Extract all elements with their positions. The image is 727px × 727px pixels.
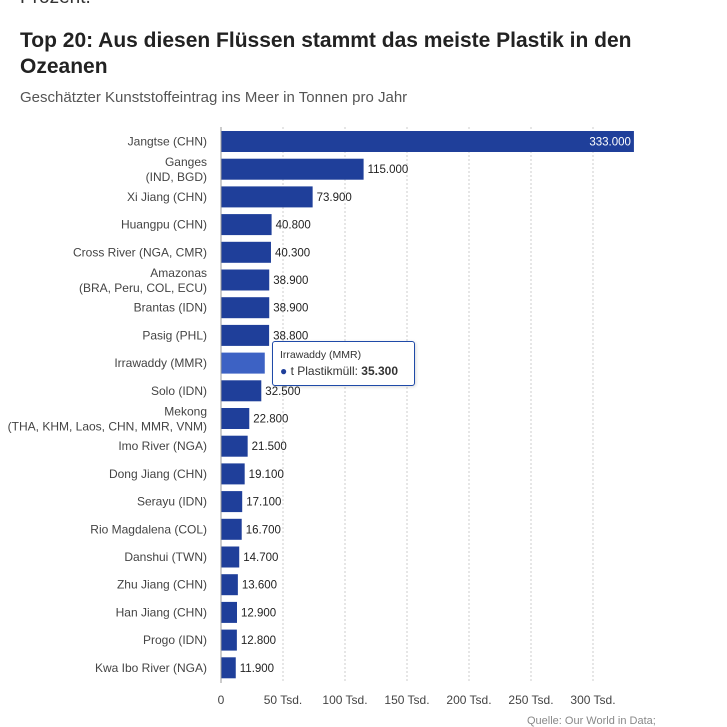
value-label: 115.000	[368, 164, 409, 176]
truncated-intro-text: Prozent.	[20, 0, 91, 9]
x-tick-label: 300 Tsd.	[570, 693, 615, 707]
bar[interactable]	[221, 629, 237, 651]
tooltip-row: ● t Plastikmüll: 35.300	[280, 364, 398, 378]
bars: Jangtse (CHN) 333.000 Ganges (IND, BGD) 115.…	[8, 131, 634, 679]
bar[interactable]	[221, 518, 242, 540]
category-label: Han Jiang (CHN)	[116, 605, 207, 619]
category-label: Irrawaddy (MMR)	[114, 356, 207, 370]
value-label: 21.500	[252, 441, 287, 453]
category-label: Huangpu (CHN)	[121, 218, 207, 232]
bar[interactable]	[221, 352, 265, 374]
bar[interactable]	[221, 380, 262, 402]
value-label: 22.800	[253, 414, 288, 426]
value-label: 38.800	[273, 330, 308, 342]
bar[interactable]	[221, 546, 240, 568]
tooltip: Irrawaddy (MMR) ● t Plastikmüll: 35.300	[272, 341, 415, 386]
tooltip-series-label: t Plastikmüll:	[290, 364, 358, 378]
value-label: 40.800	[276, 220, 311, 232]
category-label: Pasig (PHL)	[142, 328, 207, 342]
bar[interactable]	[221, 214, 272, 236]
category-label: Serayu (IDN)	[137, 495, 207, 509]
value-label: 32.500	[265, 386, 300, 398]
category-label: Mekong (THA, KHM, Laos, CHN, MMR, VNM)	[8, 405, 207, 434]
chart-title: Top 20: Aus diesen Flüssen stammt das me…	[20, 29, 632, 78]
x-axis: 0 50 Tsd. 100 Tsd. 150 Tsd. 200 Tsd. 250 Tsd.…	[218, 127, 616, 707]
source-note: Quelle: Our World in Data;	[527, 715, 656, 727]
bar[interactable]	[221, 131, 634, 152]
value-label: 13.600	[242, 580, 277, 592]
value-label: 14.700	[243, 552, 278, 564]
category-label: Progo (IDN)	[143, 633, 207, 647]
x-tick-label: 150 Tsd.	[384, 693, 429, 707]
bar[interactable]	[221, 324, 270, 346]
x-tick-label: 200 Tsd.	[446, 693, 491, 707]
value-label: 73.900	[317, 192, 352, 204]
value-label: 40.300	[275, 247, 310, 259]
tooltip-title: Irrawaddy (MMR)	[280, 349, 362, 361]
bar[interactable]	[221, 186, 313, 208]
bar[interactable]	[221, 269, 270, 291]
tooltip-value: 35.300	[361, 364, 398, 378]
x-tick-label: 0	[218, 693, 225, 707]
value-label: 19.100	[249, 469, 284, 481]
category-label: Amazonas (BRA, Peru, COL, ECU)	[79, 266, 207, 295]
value-label: 12.900	[241, 607, 276, 619]
category-label: Dong Jiang (CHN)	[109, 467, 207, 481]
category-label: Zhu Jiang (CHN)	[117, 578, 207, 592]
bar[interactable]	[221, 158, 364, 180]
bar[interactable]	[221, 657, 236, 679]
chart-subtitle: Geschätzter Kunststoffeintrag ins Meer i…	[20, 89, 408, 106]
value-label: 38.900	[273, 275, 308, 287]
bar[interactable]	[221, 408, 250, 429]
bar[interactable]	[221, 297, 270, 319]
grid-lines	[282, 127, 594, 683]
bar[interactable]	[221, 435, 248, 457]
x-tick-label: 250 Tsd.	[508, 693, 553, 707]
category-label: Danshui (TWN)	[124, 550, 207, 564]
category-label: Cross River (NGA, CMR)	[73, 245, 207, 259]
category-label: Xi Jiang (CHN)	[127, 190, 207, 204]
bar[interactable]	[221, 574, 238, 596]
value-label: 12.800	[241, 635, 276, 647]
x-tick-label: 100 Tsd.	[322, 693, 367, 707]
series-dot-icon: ●	[280, 364, 288, 378]
value-label: 11.900	[240, 663, 274, 675]
category-label: Imo River (NGA)	[118, 439, 207, 453]
value-label: 38.900	[273, 303, 308, 315]
bar[interactable]	[221, 601, 237, 623]
category-label: Solo (IDN)	[151, 384, 207, 398]
category-label: Rio Magdalena (COL)	[90, 522, 207, 536]
value-label: 333.000	[589, 137, 631, 149]
category-label: Kwa Ibo River (NGA)	[95, 661, 207, 675]
bar[interactable]	[221, 491, 243, 513]
category-label: Jangtse (CHN)	[128, 135, 207, 149]
x-tick-label: 50 Tsd.	[264, 693, 302, 707]
category-label: Brantas (IDN)	[134, 301, 207, 315]
bar[interactable]	[221, 463, 245, 485]
value-label: 17.100	[246, 497, 281, 509]
value-label: 16.700	[246, 524, 281, 536]
category-label: Ganges (IND, BGD)	[146, 155, 207, 184]
bar[interactable]	[221, 241, 271, 263]
